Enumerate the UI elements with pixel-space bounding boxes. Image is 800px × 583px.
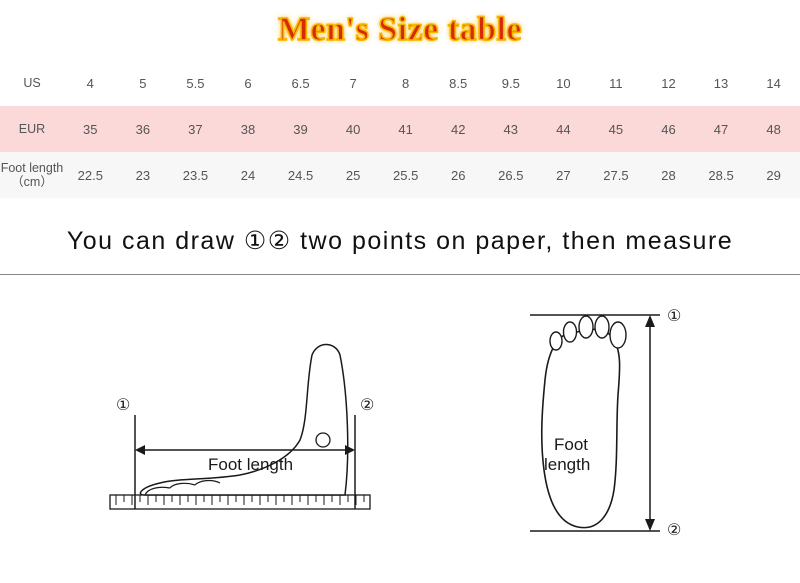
table-row-foot: Foot length （cm） 22.5 23 23.5 24 24.5 25… <box>0 152 800 198</box>
cell: 23.5 <box>169 152 222 198</box>
point2-label: ② <box>360 397 374 414</box>
cell: 36 <box>117 106 170 152</box>
cell: 40 <box>327 106 380 152</box>
cell: 6 <box>222 60 275 106</box>
foot-top-diagram: ① ② Foot length <box>500 295 710 555</box>
foot-length-label: Foot length <box>208 455 293 474</box>
cell: 45 <box>590 106 643 152</box>
cell: 38 <box>222 106 275 152</box>
foot-length-label2: length <box>544 455 590 474</box>
instruction-text: You can draw ①② two points on paper, the… <box>0 198 800 274</box>
cell: 11 <box>590 60 643 106</box>
cell: 7 <box>327 60 380 106</box>
cell: 39 <box>274 106 327 152</box>
cell: 9.5 <box>485 60 538 106</box>
cell: 46 <box>642 106 695 152</box>
cell: 13 <box>695 60 748 106</box>
point2-label: ② <box>667 522 681 539</box>
cell: 22.5 <box>64 152 117 198</box>
cell: 35 <box>64 106 117 152</box>
cell: 27.5 <box>590 152 643 198</box>
cell: 6.5 <box>274 60 327 106</box>
cell: 28.5 <box>695 152 748 198</box>
point1-label: ① <box>667 308 681 325</box>
table-row-eur: EUR 35 36 37 38 39 40 41 42 43 44 45 46 … <box>0 106 800 152</box>
cell: 14 <box>747 60 800 106</box>
cell: 5 <box>117 60 170 106</box>
cell: 8.5 <box>432 60 485 106</box>
foot-length-label: Foot <box>554 435 588 454</box>
cell: 26 <box>432 152 485 198</box>
cell: 26.5 <box>485 152 538 198</box>
cell: 24.5 <box>274 152 327 198</box>
cell: 41 <box>379 106 432 152</box>
cell: 42 <box>432 106 485 152</box>
cell: 37 <box>169 106 222 152</box>
cell: 43 <box>485 106 538 152</box>
row-label-foot: Foot length （cm） <box>0 152 64 198</box>
cell: 23 <box>117 152 170 198</box>
diagram-row: ① ② Foot length ① ② Foot length <box>0 275 800 555</box>
cell: 28 <box>642 152 695 198</box>
cell: 12 <box>642 60 695 106</box>
row-label-us: US <box>0 60 64 106</box>
cell: 25 <box>327 152 380 198</box>
cell: 8 <box>379 60 432 106</box>
cell: 27 <box>537 152 590 198</box>
cell: 4 <box>64 60 117 106</box>
cell: 10 <box>537 60 590 106</box>
cell: 44 <box>537 106 590 152</box>
cell: 5.5 <box>169 60 222 106</box>
cell: 48 <box>747 106 800 152</box>
foot-side-diagram: ① ② Foot length <box>90 300 390 550</box>
page-title: Men's Size table <box>278 11 522 49</box>
row-label-eur: EUR <box>0 106 64 152</box>
title-bar: Men's Size table <box>0 0 800 60</box>
cell: 29 <box>747 152 800 198</box>
cell: 24 <box>222 152 275 198</box>
cell: 25.5 <box>379 152 432 198</box>
table-row-us: US 4 5 5.5 6 6.5 7 8 8.5 9.5 10 11 12 13… <box>0 60 800 106</box>
cell: 47 <box>695 106 748 152</box>
point1-label: ① <box>116 397 130 414</box>
size-table: US 4 5 5.5 6 6.5 7 8 8.5 9.5 10 11 12 13… <box>0 60 800 198</box>
